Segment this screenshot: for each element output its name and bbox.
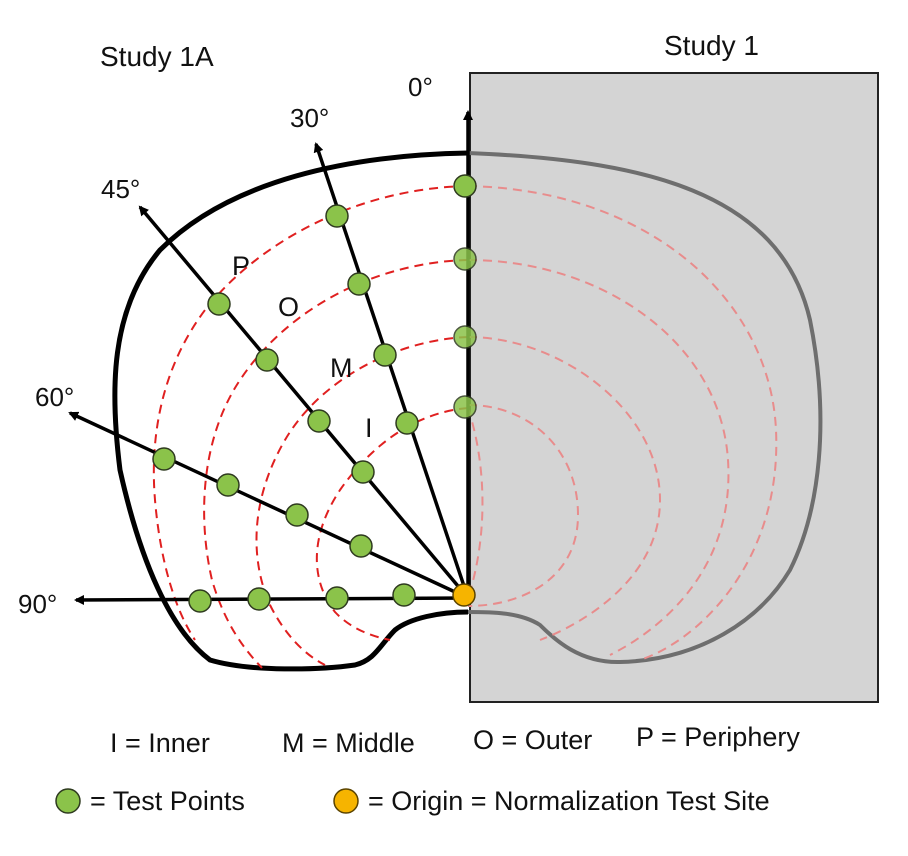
legend-origin: = Origin = Normalization Test Site bbox=[368, 786, 770, 816]
angle-label-90: 90° bbox=[18, 589, 57, 619]
test-point bbox=[351, 460, 375, 484]
test-point bbox=[188, 589, 212, 613]
ray-45 bbox=[138, 205, 470, 600]
test-point bbox=[347, 272, 371, 296]
legend-outer: O = Outer bbox=[473, 725, 592, 755]
test-point bbox=[453, 247, 477, 271]
zone-label-inner: I bbox=[365, 413, 373, 443]
study1-outline bbox=[467, 151, 823, 665]
ray-60 bbox=[68, 411, 469, 600]
angle-label-30: 30° bbox=[290, 103, 329, 133]
test-point bbox=[392, 583, 416, 607]
test-point bbox=[325, 204, 349, 228]
test-point bbox=[307, 409, 331, 433]
study1a-outline bbox=[112, 150, 469, 672]
study1-panel bbox=[469, 72, 879, 703]
test-point bbox=[255, 348, 279, 372]
zone-label-periphery: P bbox=[232, 251, 250, 281]
title-study1a: Study 1A bbox=[100, 41, 214, 72]
test-point bbox=[285, 503, 309, 527]
study1-contours bbox=[467, 185, 778, 661]
test-point bbox=[325, 586, 349, 610]
test-point bbox=[453, 174, 477, 198]
test-point bbox=[373, 343, 397, 367]
angle-label-45: 45° bbox=[101, 174, 140, 204]
zone-label-middle: M bbox=[330, 353, 353, 383]
test-point bbox=[349, 534, 373, 558]
test-point bbox=[395, 411, 419, 435]
angle-label-0: 0° bbox=[408, 72, 433, 102]
angle-label-60: 60° bbox=[35, 382, 74, 412]
legend-inner: I = Inner bbox=[110, 728, 210, 758]
legend-periphery: P = Periphery bbox=[636, 722, 800, 752]
test-point bbox=[247, 587, 271, 611]
zone-label-outer: O bbox=[278, 292, 299, 322]
test-point bbox=[152, 447, 176, 471]
test-point bbox=[453, 395, 477, 419]
test-point bbox=[216, 473, 240, 497]
legend-middle: M = Middle bbox=[282, 728, 415, 758]
origin-point bbox=[452, 583, 476, 607]
test-point bbox=[207, 292, 231, 316]
legend-test-point-swatch bbox=[55, 788, 81, 814]
legend-test-points: = Test Points bbox=[90, 786, 245, 816]
test-point bbox=[453, 325, 477, 349]
test-points bbox=[152, 174, 477, 613]
title-study1: Study 1 bbox=[664, 30, 759, 61]
legend-origin-swatch bbox=[333, 788, 359, 814]
